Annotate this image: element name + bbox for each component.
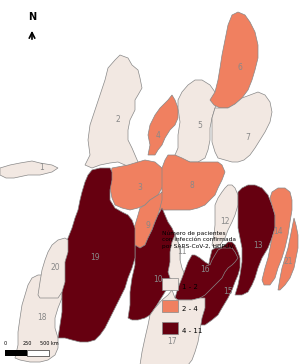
Text: 2 - 4: 2 - 4	[182, 306, 198, 312]
Polygon shape	[168, 235, 188, 285]
Polygon shape	[38, 238, 68, 298]
Polygon shape	[128, 208, 180, 320]
Text: 18: 18	[37, 313, 47, 323]
Polygon shape	[0, 161, 58, 178]
Polygon shape	[262, 188, 292, 285]
Text: 13: 13	[253, 241, 263, 249]
Text: 250: 250	[22, 341, 32, 346]
Text: 10: 10	[153, 276, 163, 285]
Text: 8: 8	[190, 181, 194, 190]
Bar	[162, 278, 178, 290]
Polygon shape	[175, 248, 238, 300]
Polygon shape	[212, 92, 272, 162]
Text: 16: 16	[200, 265, 210, 274]
Polygon shape	[140, 290, 205, 364]
Text: 12: 12	[220, 218, 230, 226]
Polygon shape	[278, 218, 298, 290]
Text: 21: 21	[283, 257, 293, 266]
Text: 9: 9	[146, 221, 150, 229]
Polygon shape	[212, 185, 238, 248]
Polygon shape	[195, 242, 240, 325]
Text: 3: 3	[138, 183, 142, 193]
Text: 2: 2	[116, 115, 120, 124]
Polygon shape	[210, 12, 258, 108]
Bar	[27, 350, 49, 356]
Text: 15: 15	[223, 288, 233, 297]
Polygon shape	[155, 155, 225, 210]
Bar	[162, 322, 178, 334]
Polygon shape	[15, 275, 62, 362]
Text: 7: 7	[246, 134, 250, 142]
Text: 17: 17	[167, 337, 177, 347]
Text: 14: 14	[273, 228, 283, 237]
Bar	[5, 350, 27, 356]
Polygon shape	[148, 95, 178, 155]
Text: 11: 11	[177, 248, 187, 257]
Polygon shape	[235, 185, 275, 295]
Text: 4: 4	[156, 131, 161, 139]
Text: 500 km: 500 km	[40, 341, 58, 346]
Polygon shape	[85, 55, 142, 168]
Text: N: N	[28, 12, 36, 22]
Polygon shape	[175, 80, 218, 162]
Text: 0: 0	[3, 341, 7, 346]
Polygon shape	[130, 192, 162, 248]
Text: 4 - 11: 4 - 11	[182, 328, 202, 334]
Text: 1: 1	[40, 162, 44, 171]
Bar	[162, 300, 178, 312]
Polygon shape	[110, 160, 165, 210]
Text: Número de pacientes
con infección confirmada
por SARS-CoV-2, HDPUV.: Número de pacientes con infección confir…	[162, 230, 236, 249]
Text: 1 - 2: 1 - 2	[182, 284, 198, 290]
Text: 19: 19	[90, 253, 100, 262]
Text: 20: 20	[50, 264, 60, 273]
Text: 6: 6	[238, 63, 242, 72]
Polygon shape	[58, 168, 135, 342]
Text: 5: 5	[198, 120, 203, 130]
